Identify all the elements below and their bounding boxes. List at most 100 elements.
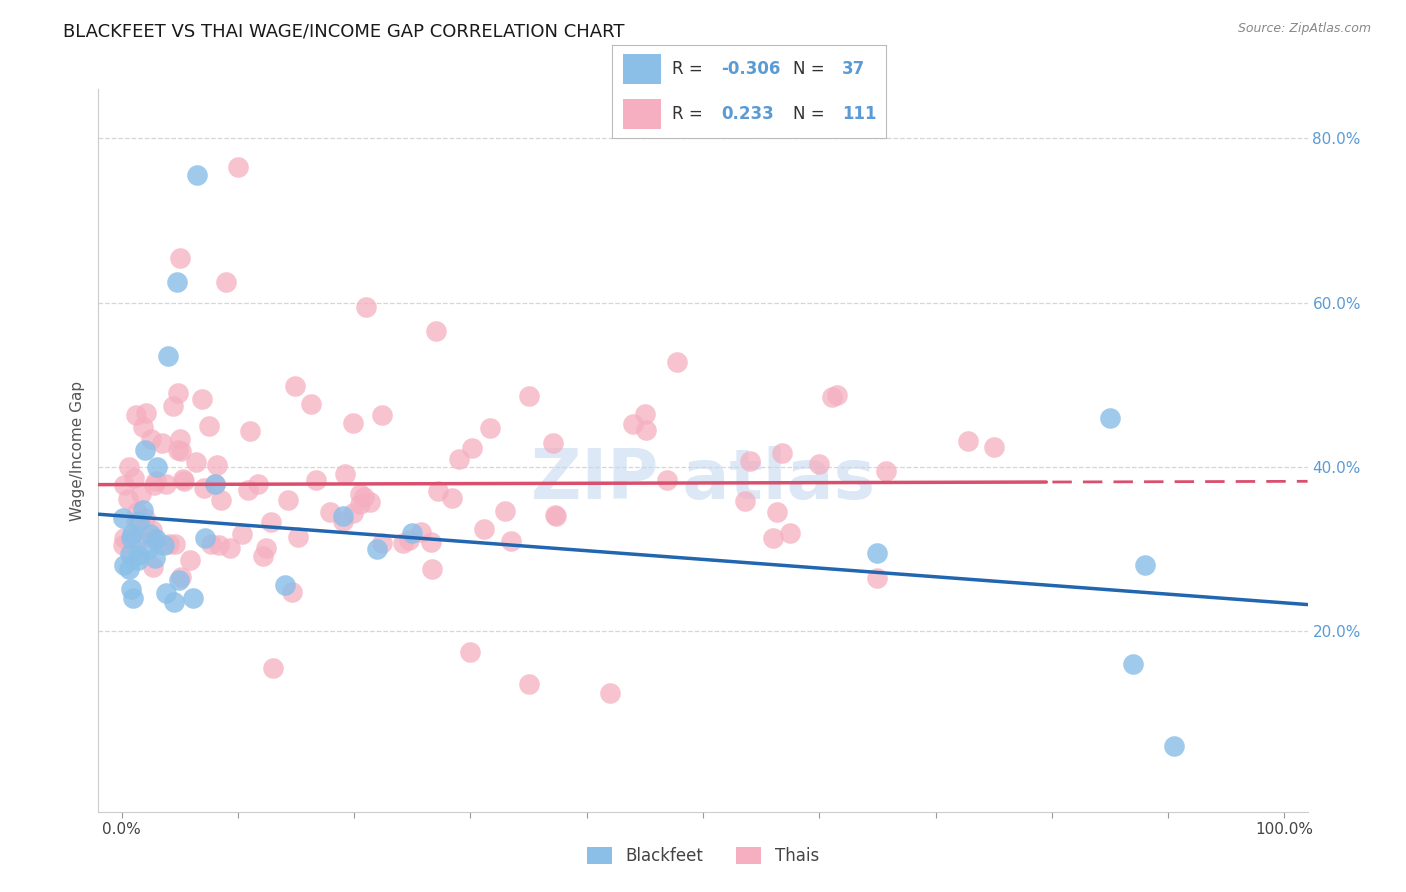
Point	[472, 522, 495, 536]
Bar	[623, 99, 661, 129]
Point	[129, 487, 152, 501]
Point	[204, 477, 226, 491]
Point	[112, 531, 135, 545]
Point	[299, 397, 322, 411]
Point	[165, 537, 187, 551]
Text: R =: R =	[672, 105, 713, 123]
Point	[139, 526, 162, 541]
Point	[127, 505, 149, 519]
Point	[169, 251, 191, 265]
Point	[501, 533, 523, 548]
Point	[169, 444, 191, 458]
Point	[170, 570, 193, 584]
Point	[150, 436, 173, 450]
Point	[655, 474, 678, 488]
Point	[157, 537, 180, 551]
Point	[770, 446, 793, 460]
Point	[143, 550, 166, 565]
Point	[111, 511, 134, 525]
Text: N =: N =	[793, 105, 830, 123]
Point	[318, 505, 340, 519]
Point	[541, 436, 564, 450]
Point	[734, 494, 756, 508]
Point	[332, 514, 354, 528]
Point	[124, 471, 146, 485]
Point	[143, 478, 166, 492]
Point	[125, 515, 148, 529]
Point	[111, 538, 134, 552]
Point	[1133, 558, 1156, 573]
Point	[762, 532, 785, 546]
Point	[167, 573, 190, 587]
Point	[136, 541, 159, 556]
Point	[262, 661, 284, 675]
Point	[114, 558, 136, 572]
Point	[173, 474, 195, 488]
Point	[441, 491, 464, 505]
Point	[208, 538, 231, 552]
Point	[142, 559, 165, 574]
Point	[621, 417, 644, 431]
Text: Source: ZipAtlas.com: Source: ZipAtlas.com	[1237, 22, 1371, 36]
Point	[273, 578, 295, 592]
Point	[254, 541, 277, 555]
Point	[494, 504, 516, 518]
Point	[461, 441, 484, 455]
Point	[112, 478, 135, 492]
Point	[259, 515, 281, 529]
Point	[332, 509, 354, 524]
Text: BLACKFEET VS THAI WAGE/INCOME GAP CORRELATION CHART: BLACKFEET VS THAI WAGE/INCOME GAP CORREL…	[63, 22, 624, 40]
Point	[141, 523, 163, 537]
Point	[371, 536, 394, 550]
Point	[866, 546, 889, 560]
Legend: Blackfeet, Thais: Blackfeet, Thais	[586, 847, 820, 865]
Point	[239, 424, 262, 438]
Point	[427, 483, 450, 498]
Point	[121, 527, 143, 541]
Point	[335, 467, 357, 481]
Point	[231, 527, 253, 541]
Point	[204, 477, 226, 491]
Point	[167, 443, 190, 458]
Point	[143, 532, 166, 546]
Text: R =: R =	[672, 60, 709, 78]
Point	[354, 300, 377, 314]
Point	[179, 553, 201, 567]
Point	[546, 509, 568, 524]
Point	[135, 406, 157, 420]
Point	[983, 440, 1005, 454]
Point	[125, 409, 148, 423]
Point	[342, 416, 364, 430]
Point	[825, 387, 848, 401]
Point	[120, 532, 142, 546]
Point	[127, 533, 149, 547]
Point	[305, 473, 328, 487]
Point	[200, 536, 222, 550]
Point	[636, 424, 658, 438]
Point	[1098, 410, 1121, 425]
Point	[132, 419, 155, 434]
Point	[139, 432, 162, 446]
Text: 37: 37	[842, 60, 865, 78]
Point	[197, 418, 219, 433]
Point	[163, 595, 186, 609]
Point	[219, 541, 242, 555]
Point	[371, 408, 394, 422]
Point	[420, 562, 443, 576]
Point	[281, 584, 304, 599]
Point	[277, 492, 299, 507]
Point	[153, 538, 176, 552]
Point	[517, 677, 540, 691]
Point	[120, 582, 142, 596]
Point	[117, 492, 139, 507]
Point	[118, 548, 141, 562]
Point	[134, 443, 156, 458]
Text: -0.306: -0.306	[721, 60, 780, 78]
Point	[169, 432, 191, 446]
Point	[425, 325, 447, 339]
Point	[1163, 739, 1185, 753]
Point	[398, 533, 420, 547]
Point	[420, 534, 443, 549]
Point	[287, 530, 309, 544]
Point	[145, 474, 167, 488]
